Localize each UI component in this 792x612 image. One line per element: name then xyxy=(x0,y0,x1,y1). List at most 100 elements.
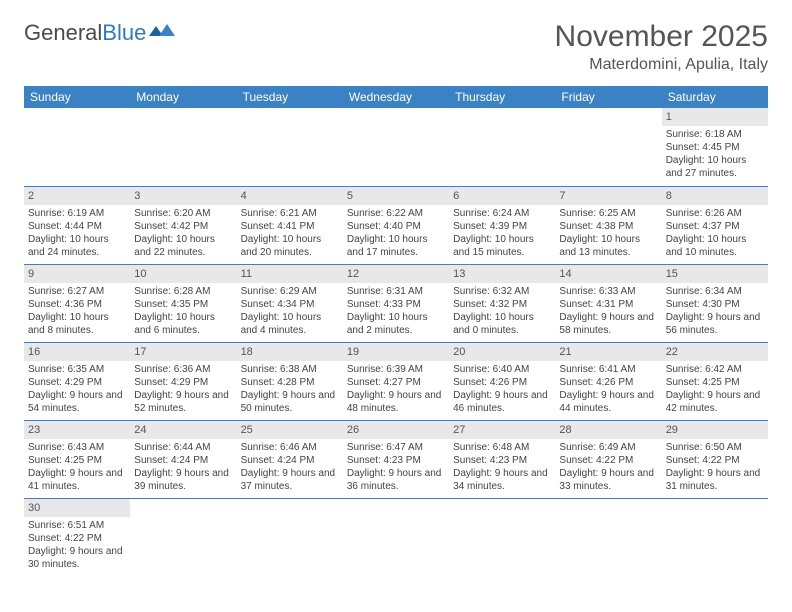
day-header: Wednesday xyxy=(343,86,449,108)
sunset-text: Sunset: 4:37 PM xyxy=(666,220,764,233)
empty-day xyxy=(130,108,236,122)
day-details: Sunrise: 6:22 AMSunset: 4:40 PMDaylight:… xyxy=(343,205,449,263)
day-details: Sunrise: 6:25 AMSunset: 4:38 PMDaylight:… xyxy=(555,205,661,263)
calendar-cell xyxy=(130,108,236,186)
calendar-cell xyxy=(449,498,555,576)
empty-day xyxy=(449,108,555,122)
day-header: Thursday xyxy=(449,86,555,108)
calendar-cell xyxy=(555,108,661,186)
sunrise-text: Sunrise: 6:20 AM xyxy=(134,207,232,220)
daylight-text: Daylight: 9 hours and 42 minutes. xyxy=(666,389,764,415)
day-details: Sunrise: 6:20 AMSunset: 4:42 PMDaylight:… xyxy=(130,205,236,263)
day-number: 30 xyxy=(24,499,130,517)
calendar-cell xyxy=(237,498,343,576)
calendar-cell: 9Sunrise: 6:27 AMSunset: 4:36 PMDaylight… xyxy=(24,264,130,342)
calendar-cell: 11Sunrise: 6:29 AMSunset: 4:34 PMDayligh… xyxy=(237,264,343,342)
sunset-text: Sunset: 4:22 PM xyxy=(28,532,126,545)
sunrise-text: Sunrise: 6:38 AM xyxy=(241,363,339,376)
day-details: Sunrise: 6:34 AMSunset: 4:30 PMDaylight:… xyxy=(662,283,768,341)
day-number: 17 xyxy=(130,343,236,361)
day-details: Sunrise: 6:36 AMSunset: 4:29 PMDaylight:… xyxy=(130,361,236,419)
sunrise-text: Sunrise: 6:33 AM xyxy=(559,285,657,298)
calendar-cell: 24Sunrise: 6:44 AMSunset: 4:24 PMDayligh… xyxy=(130,420,236,498)
sunrise-text: Sunrise: 6:32 AM xyxy=(453,285,551,298)
day-details: Sunrise: 6:47 AMSunset: 4:23 PMDaylight:… xyxy=(343,439,449,497)
calendar-cell xyxy=(343,108,449,186)
sunrise-text: Sunrise: 6:42 AM xyxy=(666,363,764,376)
sunset-text: Sunset: 4:34 PM xyxy=(241,298,339,311)
sunset-text: Sunset: 4:30 PM xyxy=(666,298,764,311)
day-number: 2 xyxy=(24,187,130,205)
day-header: Sunday xyxy=(24,86,130,108)
calendar-cell: 23Sunrise: 6:43 AMSunset: 4:25 PMDayligh… xyxy=(24,420,130,498)
sunset-text: Sunset: 4:22 PM xyxy=(559,454,657,467)
sunset-text: Sunset: 4:27 PM xyxy=(347,376,445,389)
flag-icon xyxy=(149,20,175,46)
daylight-text: Daylight: 10 hours and 4 minutes. xyxy=(241,311,339,337)
daylight-text: Daylight: 9 hours and 54 minutes. xyxy=(28,389,126,415)
sunrise-text: Sunrise: 6:46 AM xyxy=(241,441,339,454)
day-details: Sunrise: 6:35 AMSunset: 4:29 PMDaylight:… xyxy=(24,361,130,419)
calendar-cell: 18 Sunrise: 6:38 AMSunset: 4:28 PMDayligh… xyxy=(237,342,343,420)
calendar-cell: 3Sunrise: 6:20 AMSunset: 4:42 PMDaylight… xyxy=(130,186,236,264)
day-number: 18 xyxy=(237,343,343,361)
logo: GeneralBlue xyxy=(24,20,175,46)
daylight-text: Daylight: 9 hours and 56 minutes. xyxy=(666,311,764,337)
sunset-text: Sunset: 4:26 PM xyxy=(559,376,657,389)
month-title: November 2025 xyxy=(555,20,768,54)
empty-day xyxy=(343,108,449,122)
daylight-text: Daylight: 9 hours and 30 minutes. xyxy=(28,545,126,571)
day-details: Sunrise: 6:44 AMSunset: 4:24 PMDaylight:… xyxy=(130,439,236,497)
sunset-text: Sunset: 4:29 PM xyxy=(134,376,232,389)
daylight-text: Daylight: 10 hours and 22 minutes. xyxy=(134,233,232,259)
daylight-text: Daylight: 9 hours and 34 minutes. xyxy=(453,467,551,493)
day-number: 23 xyxy=(24,421,130,439)
day-number: 8 xyxy=(662,187,768,205)
day-details: Sunrise: 6:41 AMSunset: 4:26 PMDaylight:… xyxy=(555,361,661,419)
day-details: Sunrise: 6:42 AMSunset: 4:25 PMDaylight:… xyxy=(662,361,768,419)
daylight-text: Daylight: 10 hours and 20 minutes. xyxy=(241,233,339,259)
day-header: Tuesday xyxy=(237,86,343,108)
day-number: 24 xyxy=(130,421,236,439)
daylight-text: Daylight: 10 hours and 10 minutes. xyxy=(666,233,764,259)
sunrise-text: Sunrise: 6:41 AM xyxy=(559,363,657,376)
sunset-text: Sunset: 4:22 PM xyxy=(666,454,764,467)
day-details: Sunrise: 6:28 AMSunset: 4:35 PMDaylight:… xyxy=(130,283,236,341)
sunset-text: Sunset: 4:31 PM xyxy=(559,298,657,311)
day-header: Saturday xyxy=(662,86,768,108)
calendar-cell: 16Sunrise: 6:35 AMSunset: 4:29 PMDayligh… xyxy=(24,342,130,420)
day-number: 22 xyxy=(662,343,768,361)
day-header: Friday xyxy=(555,86,661,108)
sunrise-text: Sunrise: 6:25 AM xyxy=(559,207,657,220)
day-details: Sunrise: 6:48 AMSunset: 4:23 PMDaylight:… xyxy=(449,439,555,497)
sunrise-text: Sunrise: 6:40 AM xyxy=(453,363,551,376)
title-block: November 2025 Materdomini, Apulia, Italy xyxy=(555,20,768,74)
calendar-table: Sunday Monday Tuesday Wednesday Thursday… xyxy=(24,86,768,576)
day-details: Sunrise: 6:33 AMSunset: 4:31 PMDaylight:… xyxy=(555,283,661,341)
daylight-text: Daylight: 9 hours and 50 minutes. xyxy=(241,389,339,415)
sunset-text: Sunset: 4:25 PM xyxy=(666,376,764,389)
empty-day xyxy=(24,108,130,122)
daylight-text: Daylight: 9 hours and 41 minutes. xyxy=(28,467,126,493)
calendar-row: 23Sunrise: 6:43 AMSunset: 4:25 PMDayligh… xyxy=(24,420,768,498)
day-header-row: Sunday Monday Tuesday Wednesday Thursday… xyxy=(24,86,768,108)
calendar-cell: 5Sunrise: 6:22 AMSunset: 4:40 PMDaylight… xyxy=(343,186,449,264)
day-number: 4 xyxy=(237,187,343,205)
calendar-cell: 26Sunrise: 6:47 AMSunset: 4:23 PMDayligh… xyxy=(343,420,449,498)
day-number: 9 xyxy=(24,265,130,283)
calendar-cell: 30 Sunrise: 6:51 AMSunset: 4:22 PMDayligh… xyxy=(24,498,130,576)
sunrise-text: Sunrise: 6:51 AM xyxy=(28,519,126,532)
day-number: 1 xyxy=(662,108,768,126)
daylight-text: Daylight: 10 hours and 2 minutes. xyxy=(347,311,445,337)
daylight-text: Daylight: 10 hours and 0 minutes. xyxy=(453,311,551,337)
sunset-text: Sunset: 4:28 PM xyxy=(241,376,339,389)
calendar-cell: 8Sunrise: 6:26 AMSunset: 4:37 PMDaylight… xyxy=(662,186,768,264)
calendar-cell: 29Sunrise: 6:50 AMSunset: 4:22 PMDayligh… xyxy=(662,420,768,498)
empty-day xyxy=(555,108,661,122)
calendar-cell xyxy=(130,498,236,576)
calendar-cell: 28Sunrise: 6:49 AMSunset: 4:22 PMDayligh… xyxy=(555,420,661,498)
calendar-cell: 2Sunrise: 6:19 AMSunset: 4:44 PMDaylight… xyxy=(24,186,130,264)
day-details: Sunrise: 6:43 AMSunset: 4:25 PMDaylight:… xyxy=(24,439,130,497)
day-number: 12 xyxy=(343,265,449,283)
calendar-cell xyxy=(237,108,343,186)
